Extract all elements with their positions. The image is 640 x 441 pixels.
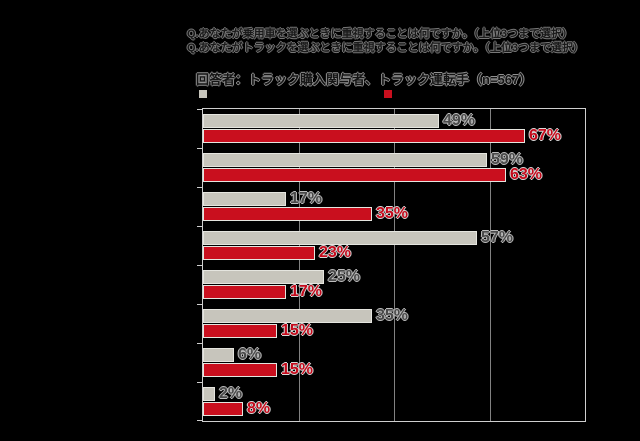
bar-group-4: 57% 23% — [203, 226, 585, 265]
bar-group-3: 17% 35% — [203, 187, 585, 226]
bar-value-label-series1-group5: 25% — [328, 268, 361, 285]
survey-questions: Q.あなたが乗用車を選ぶときに重視することは何ですか。（上位3つまで選択） Q.… — [187, 27, 584, 55]
axis-tick — [197, 109, 202, 110]
axis-tick — [197, 382, 202, 383]
axis-tick — [197, 226, 202, 227]
bar-value-label-series2-group6: 15% — [281, 322, 314, 339]
bar-series2-group2: 63% — [203, 167, 542, 183]
survey-question-2: Q.あなたがトラックを選ぶときに重視することは何ですか。（上位3つまで選択） — [187, 42, 585, 54]
bar-group-2: 59% 63% — [203, 148, 585, 187]
bar-series1-group5: 25% — [203, 269, 360, 285]
survey-question-1: Q.あなたが乗用車を選ぶときに重視することは何ですか。（上位3つまで選択） — [187, 28, 574, 40]
axis-tick — [197, 304, 202, 305]
bar-value-label-series2-group4: 23% — [319, 244, 352, 261]
axis-tick — [197, 343, 202, 344]
axis-tick — [197, 187, 202, 188]
plot-area: 49% 67% 59% 63% 17% 35% 57% 23% 25% 17% 35% 15% 6% 15… — [197, 108, 586, 422]
legend-swatch-series2 — [384, 90, 392, 98]
bar-value-label-series1-group6: 35% — [376, 307, 409, 324]
bar-group-1: 49% 67% — [203, 109, 585, 148]
bar-value-label-series1-group3: 17% — [290, 190, 323, 207]
bar-series1-group2: 59% — [203, 152, 523, 168]
bar-series2-group8: 8% — [203, 401, 270, 417]
bar-series2-group5: 17% — [203, 284, 322, 300]
axis-tick — [197, 265, 202, 266]
bar-value-label-series2-group1: 67% — [529, 127, 562, 144]
bar-value-label-series1-group8: 2% — [219, 385, 243, 402]
axis-tick — [197, 420, 202, 421]
bar-value-label-series1-group7: 6% — [238, 346, 262, 363]
bar-series1-group8: 2% — [203, 386, 242, 402]
bar-group-7: 6% 15% — [203, 343, 585, 382]
bar-series2-group1: 67% — [203, 128, 561, 144]
bar-series1-group4: 57% — [203, 230, 513, 246]
respondents-note: 回答者：トラック購入関与者、トラック運転手（n=567） — [196, 72, 533, 87]
bar-value-label-series2-group3: 35% — [376, 205, 409, 222]
legend-swatch-series1 — [199, 90, 207, 98]
bar-value-label-series2-group7: 15% — [281, 361, 314, 378]
bar-series1-group1: 49% — [203, 113, 475, 129]
gridline-20 — [299, 109, 300, 421]
axis-tick — [197, 148, 202, 149]
bar-series1-group6: 35% — [203, 308, 408, 324]
bar-value-label-series2-group2: 63% — [510, 166, 543, 183]
bar-group-8: 2% 8% — [203, 382, 585, 421]
bar-value-label-series1-group1: 49% — [443, 112, 476, 129]
bar-group-5: 25% 17% — [203, 265, 585, 304]
gridline-40 — [394, 109, 395, 421]
bar-series2-group7: 15% — [203, 362, 313, 378]
bar-value-label-series2-group5: 17% — [290, 283, 323, 300]
gridline-60 — [490, 109, 491, 421]
bar-group-6: 35% 15% — [203, 304, 585, 343]
bar-series2-group3: 35% — [203, 206, 408, 222]
bar-series2-group6: 15% — [203, 323, 313, 339]
bar-value-label-series1-group4: 57% — [481, 229, 514, 246]
bar-series1-group3: 17% — [203, 191, 322, 207]
bar-value-label-series2-group8: 8% — [247, 400, 271, 417]
bar-series1-group7: 6% — [203, 347, 261, 363]
bar-series2-group4: 23% — [203, 245, 351, 261]
bar-value-label-series1-group2: 59% — [491, 151, 524, 168]
